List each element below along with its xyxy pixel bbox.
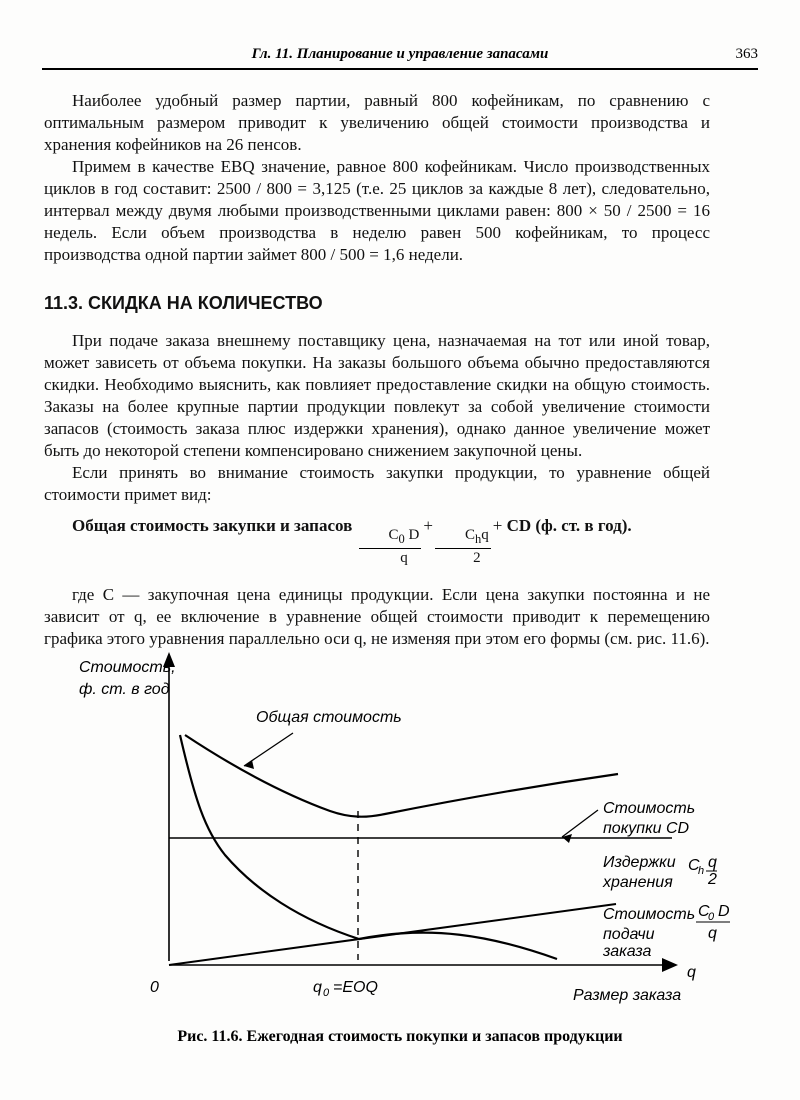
svg-text:покупки CD: покупки CD: [603, 820, 690, 837]
svg-text:подачи: подачи: [603, 926, 655, 943]
svg-text:Стоимость,: Стоимость,: [79, 659, 176, 676]
svg-text:2: 2: [707, 871, 717, 888]
svg-text:q: q: [708, 854, 717, 871]
svg-text:Стоимость: Стоимость: [603, 800, 695, 817]
svg-text:Стоимость: Стоимость: [603, 906, 695, 923]
svg-text:0: 0: [150, 979, 159, 996]
svg-text:q: q: [708, 925, 717, 942]
svg-text:Общая стоимость: Общая стоимость: [256, 709, 402, 726]
svg-text:хранения: хранения: [602, 874, 673, 891]
svg-text:q: q: [687, 964, 696, 981]
svg-text:0: 0: [323, 987, 330, 999]
svg-text:Размер заказа: Размер заказа: [573, 987, 681, 1004]
svg-text:h: h: [698, 865, 704, 877]
svg-text:D: D: [718, 903, 730, 920]
svg-text:заказа: заказа: [602, 943, 652, 960]
svg-text:Издержки: Издержки: [603, 854, 676, 871]
svg-text:q: q: [313, 979, 322, 996]
svg-text:0: 0: [708, 911, 715, 923]
svg-text:=EOQ: =EOQ: [333, 979, 378, 996]
svg-text:ф. ст. в год: ф. ст. в год: [79, 681, 170, 698]
